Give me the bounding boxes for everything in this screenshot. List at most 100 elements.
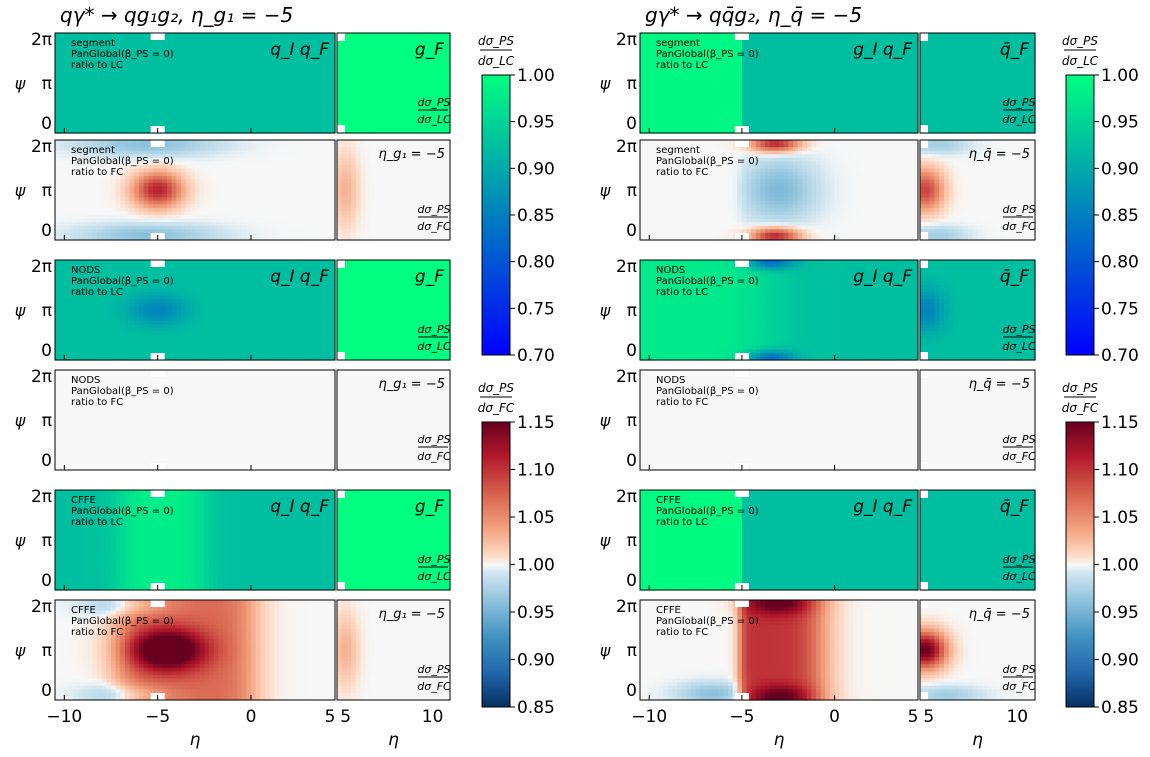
heat-cell [279, 179, 284, 183]
heat-cell [398, 90, 403, 94]
heat-cell [69, 204, 74, 208]
heat-cell [106, 233, 111, 237]
heat-cell [307, 62, 312, 66]
heat-cell [270, 72, 275, 76]
heat-cell [204, 158, 209, 162]
heat-cell [176, 183, 181, 187]
heat-cell [312, 140, 317, 144]
heat-cell [265, 76, 270, 80]
heat-cell [111, 76, 116, 80]
heat-cell [64, 165, 69, 169]
heat-cell [279, 201, 284, 205]
heat-cell [176, 122, 181, 126]
heat-cell [92, 94, 97, 98]
heat-cell [106, 97, 111, 101]
heat-cell [408, 94, 413, 98]
heat-cell [153, 79, 158, 83]
heat-cell [321, 176, 326, 180]
heat-cell [270, 65, 275, 69]
heat-cell [307, 33, 312, 37]
heat-cell [92, 331, 97, 335]
heat-cell [223, 176, 228, 180]
heat-cell [242, 151, 247, 155]
heat-cell [307, 154, 312, 158]
heat-cell [214, 151, 219, 155]
heat-cell [228, 37, 233, 41]
heat-cell [125, 201, 130, 205]
heat-cell [260, 37, 265, 41]
heat-cell [64, 176, 69, 180]
heat-cell [321, 186, 326, 190]
heat-cell [74, 179, 79, 183]
heat-cell [158, 219, 163, 223]
heat-cell [265, 101, 270, 105]
heat-cell [214, 204, 219, 208]
heat-cell [312, 176, 317, 180]
heat-cell [384, 219, 389, 223]
heat-cell [408, 122, 413, 126]
heat-cell [356, 186, 361, 190]
heat-cell [394, 104, 399, 108]
heat-cell [88, 112, 93, 116]
heat-cell [190, 69, 195, 73]
heat-cell [60, 76, 65, 80]
heat-cell [106, 104, 111, 108]
heat-cell [246, 79, 251, 83]
heat-cell [148, 79, 153, 83]
heat-cell [111, 222, 116, 226]
heat-cell [153, 97, 158, 101]
heat-cell [394, 233, 399, 237]
heat-cell [370, 222, 375, 226]
heat-cell [293, 79, 298, 83]
heat-cell [270, 194, 275, 198]
heat-cell [298, 186, 303, 190]
heat-cell [312, 65, 317, 69]
heat-cell [92, 97, 97, 101]
heat-cell [214, 161, 219, 165]
heat-cell [237, 69, 242, 73]
heat-cell [361, 90, 366, 94]
heat-cell [394, 90, 399, 94]
heat-cell [246, 183, 251, 187]
heat-cell [111, 183, 116, 187]
heat-cell [237, 54, 242, 58]
heat-cell [403, 194, 408, 198]
heat-cell [232, 154, 237, 158]
heat-cell [242, 40, 247, 44]
heat-cell [379, 161, 384, 165]
heat-cell [120, 186, 125, 190]
heat-cell [284, 151, 289, 155]
heat-cell [153, 215, 158, 219]
heat-cell [422, 65, 427, 69]
heat-cell [384, 183, 389, 187]
heat-cell [251, 87, 256, 91]
heat-cell [83, 183, 88, 187]
heat-cell [60, 271, 65, 275]
heat-cell [365, 76, 370, 80]
heat-cell [69, 72, 74, 76]
heat-cell [379, 69, 384, 73]
heat-cell [232, 62, 237, 66]
heat-cell [298, 183, 303, 187]
heat-cell [55, 179, 60, 183]
heat-cell [69, 211, 74, 215]
heat-cell [130, 37, 135, 41]
heat-cell [365, 112, 370, 116]
heat-cell [190, 169, 195, 173]
heat-cell [83, 208, 88, 212]
heat-cell [298, 126, 303, 130]
heat-cell [125, 108, 130, 112]
heat-cell [190, 140, 195, 144]
heat-cell [298, 233, 303, 237]
heat-cell [256, 226, 261, 230]
heat-cell [242, 161, 247, 165]
heat-cell [417, 126, 422, 130]
y-axis-label: ψ [15, 74, 26, 93]
heat-cell [55, 321, 60, 325]
heat-cell [342, 190, 347, 194]
heat-cell [246, 190, 251, 194]
heat-cell [342, 147, 347, 151]
heat-cell [106, 140, 111, 144]
heat-cell [186, 204, 191, 208]
heat-cell [361, 229, 366, 233]
